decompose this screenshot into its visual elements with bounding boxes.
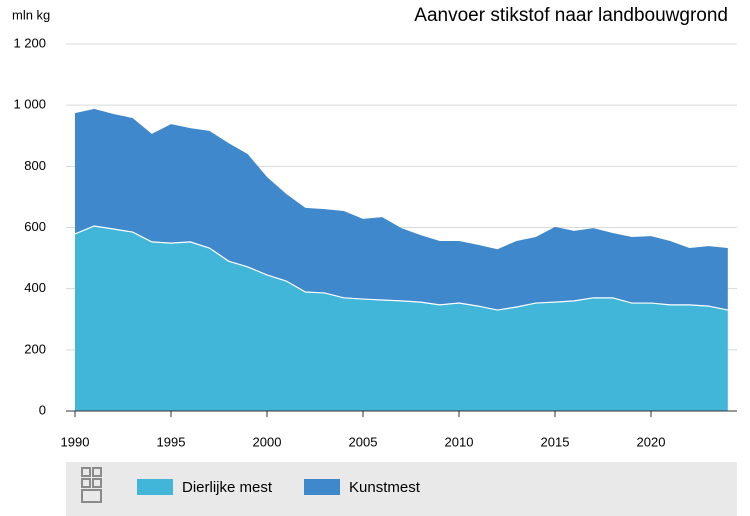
chart-title: Aanvoer stikstof naar landbouwgrond — [414, 5, 728, 26]
x-tick-label: 2020 — [637, 434, 666, 449]
legend-swatch — [137, 479, 173, 495]
x-tick-label: 2010 — [445, 434, 474, 449]
logo — [81, 467, 102, 503]
x-tick-label: 2005 — [349, 434, 378, 449]
area — [75, 108, 728, 311]
x-tick-label: 2000 — [253, 434, 282, 449]
y-tick-label: 1 200 — [13, 35, 46, 50]
y-tick-label: 1 000 — [13, 97, 46, 112]
y-tick-label: 400 — [24, 280, 46, 295]
y-tick-label: 200 — [24, 341, 46, 356]
y-tick-label: 0 — [39, 402, 46, 417]
series-boundary — [74, 225, 728, 311]
y-axis-label: mln kg — [12, 7, 50, 22]
area — [75, 225, 728, 411]
legend-label: Kunstmest — [349, 479, 421, 496]
x-tick-label: 1995 — [157, 434, 186, 449]
legend-background — [66, 462, 737, 516]
y-tick-label: 800 — [24, 158, 46, 173]
y-tick-label: 600 — [24, 219, 46, 234]
x-tick-label: 2015 — [541, 434, 570, 449]
legend-label: Dierlijke mest — [182, 479, 273, 496]
legend-swatch — [304, 479, 340, 495]
x-tick-label: 1990 — [61, 434, 90, 449]
